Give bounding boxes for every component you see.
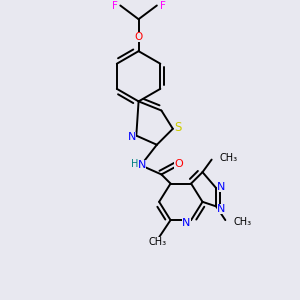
Text: H: H — [131, 159, 138, 169]
Text: F: F — [112, 1, 118, 10]
Text: O: O — [174, 159, 183, 169]
Text: N: N — [217, 204, 225, 214]
Text: CH₃: CH₃ — [220, 153, 238, 163]
Text: F: F — [160, 1, 166, 10]
Text: CH₃: CH₃ — [233, 217, 251, 227]
Text: CH₃: CH₃ — [149, 237, 167, 247]
Text: O: O — [134, 32, 143, 43]
Text: N: N — [217, 182, 225, 192]
Text: N: N — [182, 218, 191, 228]
Text: N: N — [138, 160, 146, 170]
Text: N: N — [128, 132, 136, 142]
Text: S: S — [174, 121, 182, 134]
